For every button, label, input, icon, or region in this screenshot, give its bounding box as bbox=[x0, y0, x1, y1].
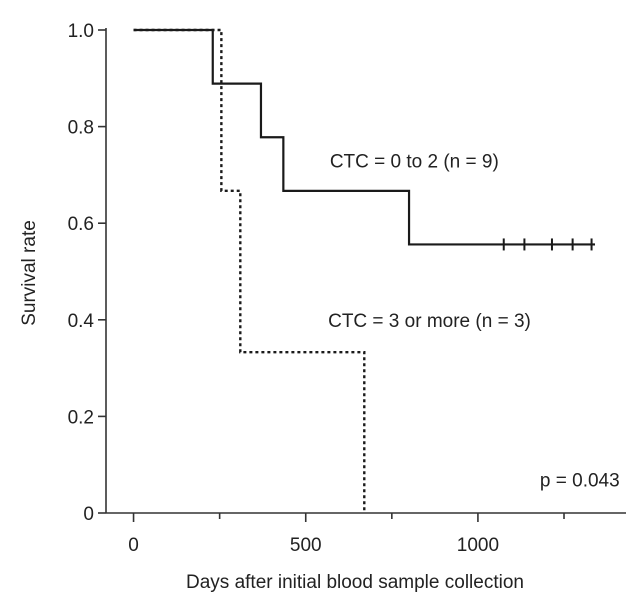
series-label: CTC = 3 or more (n = 3) bbox=[328, 311, 531, 332]
survival-curve-ctc-0-to-2 bbox=[133, 28, 596, 246]
x-tick-label: 0 bbox=[128, 535, 139, 556]
y-tick-label: 0 bbox=[83, 504, 94, 525]
labels: CTC = 0 to 2 (n = 9) CTC = 3 or more (n =… bbox=[328, 152, 620, 492]
y-tick-label: 0.2 bbox=[68, 407, 94, 428]
y-tick-label: 0.6 bbox=[68, 214, 94, 235]
curves bbox=[133, 28, 596, 513]
survival-curve-ctc-3-or-more bbox=[133, 28, 366, 513]
x-tick-label: 1000 bbox=[457, 535, 499, 556]
y-tick-label: 0.4 bbox=[68, 311, 95, 332]
p-value-label: p = 0.043 bbox=[540, 470, 620, 491]
y-tick-label: 0.8 bbox=[68, 118, 94, 139]
series-label: CTC = 0 to 2 (n = 9) bbox=[330, 152, 499, 173]
y-axis-title: Survival rate bbox=[19, 220, 40, 326]
x-axis-title: Days after initial blood sample collecti… bbox=[186, 572, 524, 593]
x-tick-label: 500 bbox=[290, 535, 322, 556]
axes: 0 0.2 0.4 0.6 0.8 1.0 0 500 1000 bbox=[68, 21, 626, 556]
y-tick-label: 1.0 bbox=[68, 21, 94, 42]
